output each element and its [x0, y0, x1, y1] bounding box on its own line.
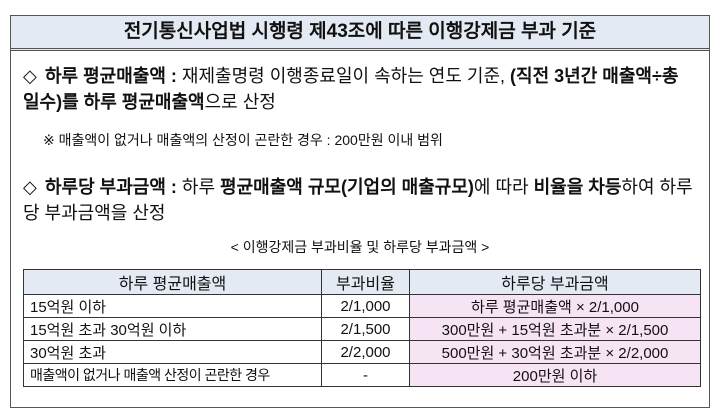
column-header: 하루 평균매출액: [23, 269, 322, 295]
section-text: 에 따라: [473, 177, 534, 197]
section-label: 하루당 부과금액 :: [45, 177, 177, 197]
section-bold-text: 평균매출액 규모(기업의 매출규모): [220, 177, 474, 197]
section-daily-average-sales: ◇ 하루 평균매출액 : 재제출명령 이행종료일이 속하는 연도 기준, (직전 …: [23, 63, 699, 115]
table-caption: < 이행강제금 부과비율 및 하루당 부과금액 >: [230, 239, 490, 255]
amount-cell: 하루 평균매출액 × 2/1,000: [409, 294, 701, 318]
amount-cell: 300만원 + 15억원 초과분 × 2/1,500: [409, 317, 701, 341]
sales-cell: 15억원 이하: [23, 294, 322, 318]
charge-table: 하루 평균매출액 부과비율 하루당 부과금액 15억원 이하 2/1,000 하…: [23, 269, 701, 387]
rate-cell: 2/2,000: [321, 340, 410, 364]
rate-cell: -: [321, 363, 410, 387]
amount-cell: 200만원 이하: [409, 363, 701, 387]
diamond-bullet-icon: ◇: [23, 66, 37, 86]
document-title: 전기통신사업법 시행령 제43조에 따른 이행강제금 부과 기준: [11, 16, 709, 51]
column-header: 부과비율: [321, 269, 410, 295]
table-row: 15억원 초과 30억원 이하 2/1,500 300만원 + 15억원 초과분…: [23, 317, 701, 341]
section-bold-text: (직전 3년간 매출액÷총 일수)를 하루 평균매출액: [23, 66, 679, 112]
table-header-row: 하루 평균매출액 부과비율 하루당 부과금액: [23, 269, 701, 295]
table-row: 30억원 초과 2/2,000 500만원 + 30억원 초과분 × 2/2,0…: [23, 340, 701, 364]
section-bold-text: 비율을 차등: [533, 177, 622, 197]
section-daily-charge: ◇ 하루당 부과금액 : 하루 평균매출액 규모(기업의 매출규모)에 따라 비율…: [23, 174, 699, 226]
section-text: 재제출명령 이행종료일이 속하는 연도 기준,: [176, 66, 511, 86]
table-row: 15억원 이하 2/1,000 하루 평균매출액 × 2/1,000: [23, 294, 701, 318]
rate-cell: 2/1,000: [321, 294, 410, 318]
sales-cell: 매출액이 없거나 매출액 산정이 곤란한 경우: [23, 363, 322, 387]
sales-cell: 15억원 초과 30억원 이하: [23, 317, 322, 341]
document-frame: 전기통신사업법 시행령 제43조에 따른 이행강제금 부과 기준 ◇ 하루 평균매…: [10, 15, 710, 408]
section-text: 하여 하루당 부과금액을 산정: [23, 177, 693, 223]
column-header: 하루당 부과금액: [409, 269, 701, 295]
diamond-bullet-icon: ◇: [23, 177, 37, 197]
amount-cell: 500만원 + 30억원 초과분 × 2/2,000: [409, 340, 701, 364]
table-row: 매출액이 없거나 매출액 산정이 곤란한 경우 - 200만원 이하: [23, 363, 701, 387]
section-text: 으로 산정: [204, 92, 276, 112]
section-text: 하루: [176, 177, 221, 197]
rate-cell: 2/1,500: [321, 317, 410, 341]
section-label: 하루 평균매출액 :: [45, 66, 177, 86]
sales-cell: 30억원 초과: [23, 340, 322, 364]
note: ※ 매출액이 없거나 매출액의 산정이 곤란한 경우 : 200만원 이내 범위: [43, 132, 443, 148]
